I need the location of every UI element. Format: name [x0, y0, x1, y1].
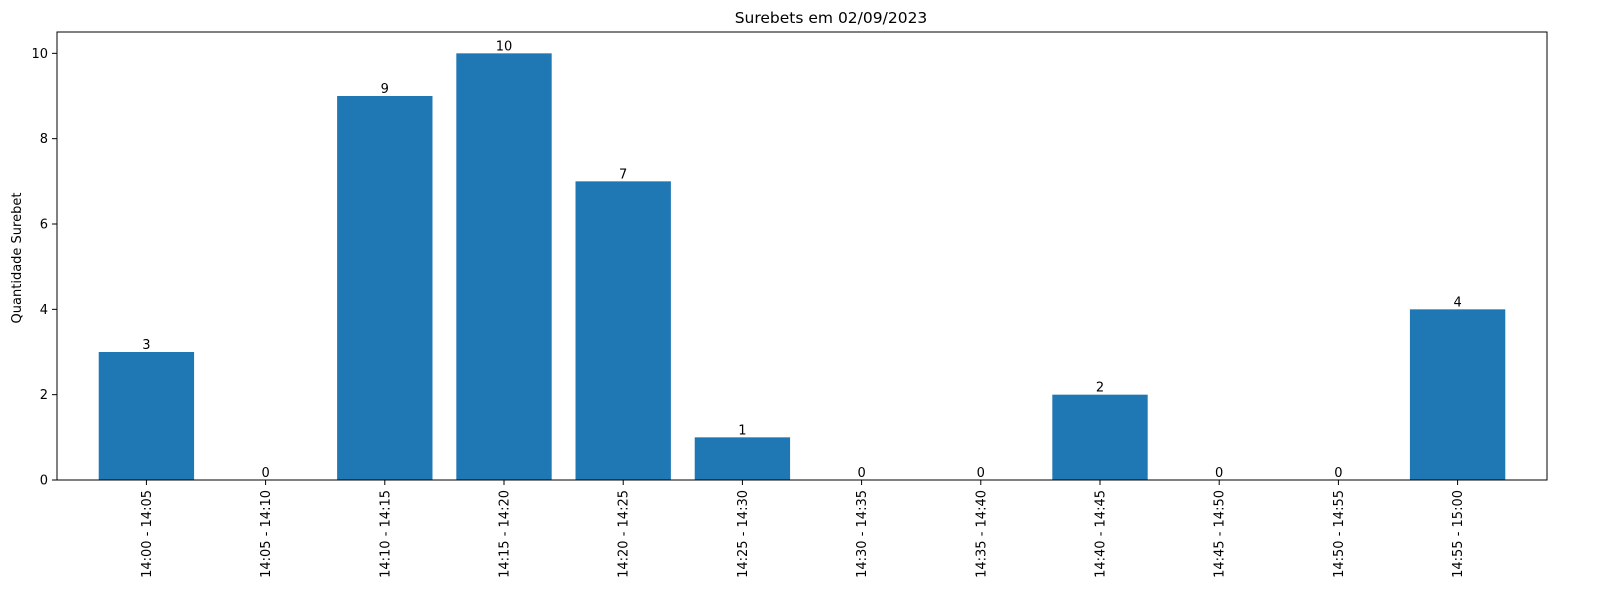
bar: [1409, 309, 1506, 480]
bar: [1052, 394, 1148, 480]
x-tick-label: 14:35 - 14:40: [974, 490, 989, 578]
y-tick-label: 0: [40, 474, 48, 489]
x-tick-label: 14:10 - 14:15: [378, 490, 393, 578]
bar-value-label: 7: [619, 167, 627, 182]
bar-value-label: 10: [496, 39, 513, 54]
x-tick-label: 14:20 - 14:25: [617, 490, 632, 578]
y-tick-label: 4: [40, 303, 48, 318]
bar: [694, 437, 791, 480]
x-tick-label: 14:25 - 14:30: [736, 490, 751, 578]
y-tick-label: 6: [40, 218, 48, 233]
y-tick-label: 10: [31, 47, 48, 62]
bar-value-label: 0: [261, 466, 269, 481]
x-tick-label: 14:05 - 14:10: [259, 490, 274, 578]
x-tick-label: 14:40 - 14:45: [1094, 490, 1109, 578]
bar-value-label: 4: [1453, 295, 1461, 310]
plot-frame: [56, 31, 1548, 481]
bar-value-label: 0: [977, 466, 985, 481]
bar-value-label: 0: [1215, 466, 1223, 481]
x-tick-label: 14:45 - 14:50: [1213, 490, 1228, 578]
bar-value-label: 2: [1096, 381, 1104, 396]
bar-value-label: 0: [857, 466, 865, 481]
bar: [456, 53, 552, 480]
chart-title: Surebets em 02/09/2023: [735, 9, 928, 27]
x-tick-label: 14:00 - 14:05: [140, 490, 155, 578]
y-axis-title: Quantidade Surebet: [10, 193, 25, 324]
x-tick-label: 14:15 - 14:20: [498, 490, 513, 578]
x-tick-label: 14:55 - 15:00: [1451, 490, 1466, 578]
bar: [98, 352, 195, 480]
bar: [337, 96, 433, 480]
bar-value-label: 9: [381, 82, 389, 97]
bar-value-label: 0: [1334, 466, 1342, 481]
y-tick-label: 2: [40, 388, 48, 403]
y-tick-label: 8: [40, 132, 48, 147]
bar-value-label: 1: [738, 423, 746, 438]
x-tick-label: 14:30 - 14:35: [855, 490, 870, 578]
bar-value-label: 3: [142, 338, 150, 353]
bar: [575, 181, 671, 481]
x-tick-label: 14:50 - 14:55: [1332, 490, 1347, 578]
